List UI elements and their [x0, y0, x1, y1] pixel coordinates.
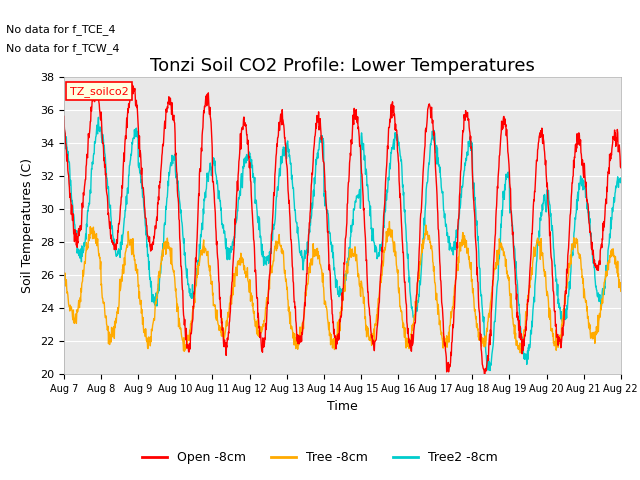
Open -8cm — [502, 133, 510, 139]
Y-axis label: Soil Temperatures (C): Soil Temperatures (C) — [22, 158, 35, 293]
Title: Tonzi Soil CO2 Profile: Lower Temperatures: Tonzi Soil CO2 Profile: Lower Temperatur… — [150, 57, 535, 75]
Tree -8cm — [429, 260, 437, 265]
Open -8cm — [429, 125, 437, 131]
Tree -8cm — [184, 332, 191, 338]
Tree -8cm — [502, 256, 509, 262]
Open -8cm — [617, 165, 625, 170]
Open -8cm — [246, 178, 254, 183]
Tree2 -8cm — [486, 368, 494, 373]
Tree -8cm — [170, 273, 178, 278]
Tree2 -8cm — [184, 282, 192, 288]
Open -8cm — [171, 120, 179, 126]
Legend: Open -8cm, Tree -8cm, Tree2 -8cm: Open -8cm, Tree -8cm, Tree2 -8cm — [137, 446, 503, 469]
Tree -8cm — [60, 277, 68, 283]
Text: TZ_soilco2: TZ_soilco2 — [70, 86, 128, 96]
Tree2 -8cm — [552, 267, 559, 273]
Tree -8cm — [385, 219, 393, 225]
Tree2 -8cm — [171, 156, 179, 161]
Text: No data for f_TCW_4: No data for f_TCW_4 — [6, 43, 120, 54]
Tree2 -8cm — [246, 154, 254, 159]
Tree -8cm — [516, 350, 524, 356]
Text: No data for f_TCE_4: No data for f_TCE_4 — [6, 24, 116, 35]
Line: Tree -8cm: Tree -8cm — [64, 222, 621, 353]
Tree2 -8cm — [60, 118, 68, 124]
Open -8cm — [552, 323, 559, 329]
Tree2 -8cm — [502, 177, 510, 182]
Line: Tree2 -8cm: Tree2 -8cm — [64, 117, 621, 371]
Tree -8cm — [617, 288, 625, 294]
X-axis label: Time: Time — [327, 400, 358, 413]
Open -8cm — [60, 113, 68, 119]
Tree -8cm — [552, 339, 559, 345]
Open -8cm — [184, 344, 192, 350]
Open -8cm — [128, 82, 136, 88]
Tree -8cm — [246, 279, 254, 285]
Open -8cm — [481, 375, 488, 381]
Tree2 -8cm — [617, 175, 625, 181]
Tree2 -8cm — [429, 131, 437, 137]
Line: Open -8cm: Open -8cm — [64, 85, 621, 378]
Tree2 -8cm — [95, 114, 102, 120]
